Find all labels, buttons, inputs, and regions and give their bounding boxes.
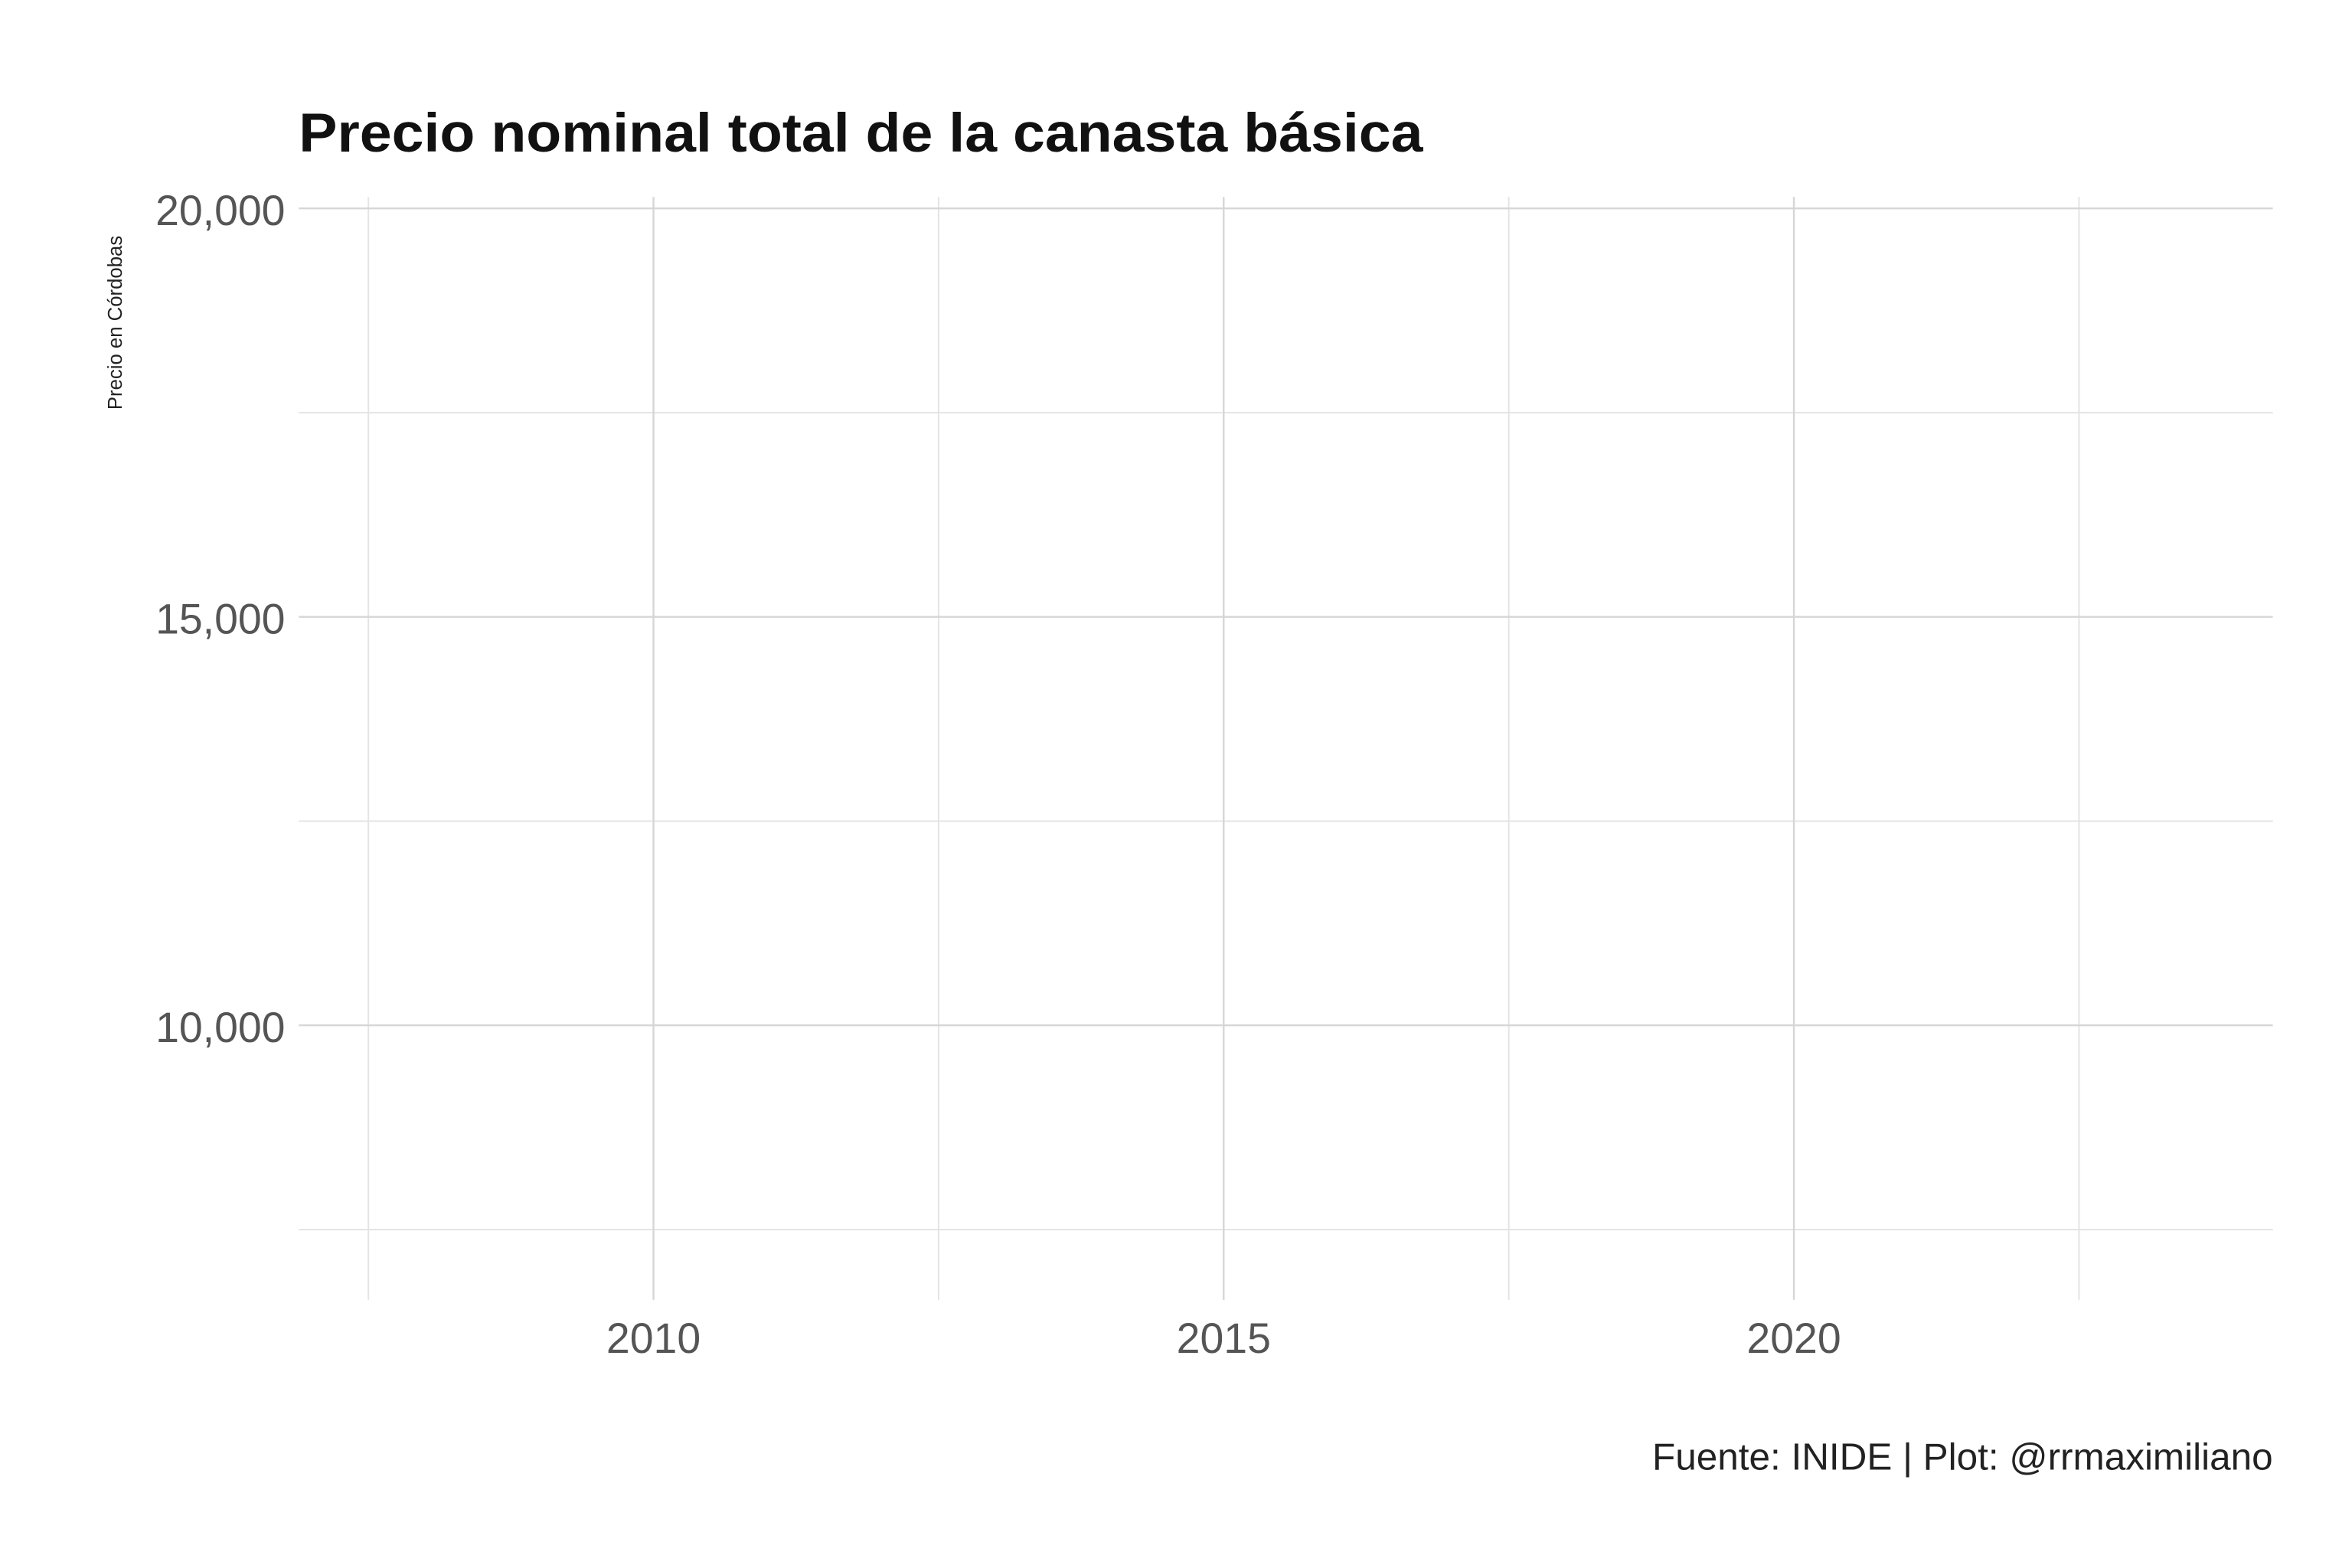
caption: Fuente: INIDE | Plot: @rrmaximiliano (1652, 1436, 2273, 1478)
y-tick-label: 15,000 (155, 595, 285, 642)
y-tick-label: 10,000 (155, 1004, 285, 1051)
x-tick-label: 2010 (606, 1315, 701, 1362)
y-axis-label: Precio en Córdobas (105, 236, 126, 410)
grid (299, 197, 2273, 1300)
chart-title: Precio nominal total de la canasta básic… (299, 103, 1424, 164)
x-tick-label: 2015 (1177, 1315, 1271, 1362)
x-tick-label: 2020 (1746, 1315, 1841, 1362)
y-tick-label: 20,000 (155, 187, 285, 234)
